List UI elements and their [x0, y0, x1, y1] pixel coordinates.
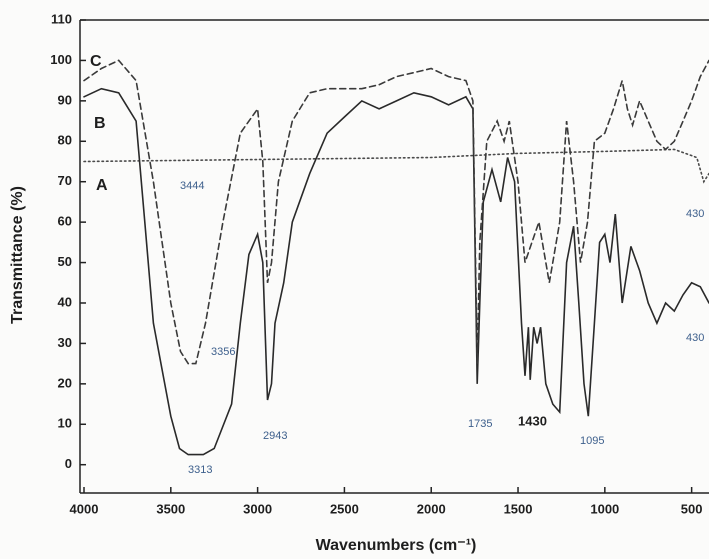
y-tick-label: 50 [58, 254, 72, 269]
x-tick-label: 2000 [417, 501, 446, 516]
y-tick-label: 10 [58, 416, 72, 431]
annotation: 3356 [211, 346, 235, 358]
y-tick-label: 110 [51, 11, 72, 26]
series-label: C [90, 53, 102, 70]
y-axis-label: Transmittance (%) [9, 186, 26, 324]
x-tick-label: 4000 [70, 501, 99, 516]
y-tick-label: 60 [58, 214, 72, 229]
annotation: 1735 [468, 418, 492, 430]
x-axis-label: Wavenumbers (cm⁻¹) [316, 537, 477, 554]
y-tick-label: 80 [58, 133, 72, 148]
background [0, 0, 709, 559]
x-tick-label: 1500 [504, 501, 533, 516]
y-tick-label: 100 [50, 52, 72, 67]
annotation: 2943 [263, 430, 287, 442]
annotation: 1430 [518, 413, 547, 428]
annotation: 3313 [188, 464, 212, 476]
series-label: B [94, 115, 106, 132]
y-tick-label: 40 [58, 294, 72, 309]
y-tick-label: 30 [58, 335, 72, 350]
y-tick-label: 70 [58, 173, 72, 188]
annotation: 3444 [180, 180, 204, 192]
y-tick-label: 20 [58, 375, 72, 390]
series-label: A [96, 177, 108, 194]
annotation: 1095 [580, 435, 604, 447]
y-tick-label: 0 [65, 456, 72, 471]
annotation: 430 [686, 208, 704, 220]
annotation: 430 [686, 332, 704, 344]
x-tick-label: 2500 [330, 501, 359, 516]
y-tick-label: 90 [58, 92, 72, 107]
x-tick-label: 500 [681, 501, 703, 516]
x-tick-label: 3000 [243, 501, 272, 516]
x-tick-label: 1000 [590, 501, 619, 516]
chart: Wavenumbers (cm⁻¹) Transmittance (%) 0 10… [0, 0, 709, 559]
x-tick-label: 3500 [156, 501, 185, 516]
